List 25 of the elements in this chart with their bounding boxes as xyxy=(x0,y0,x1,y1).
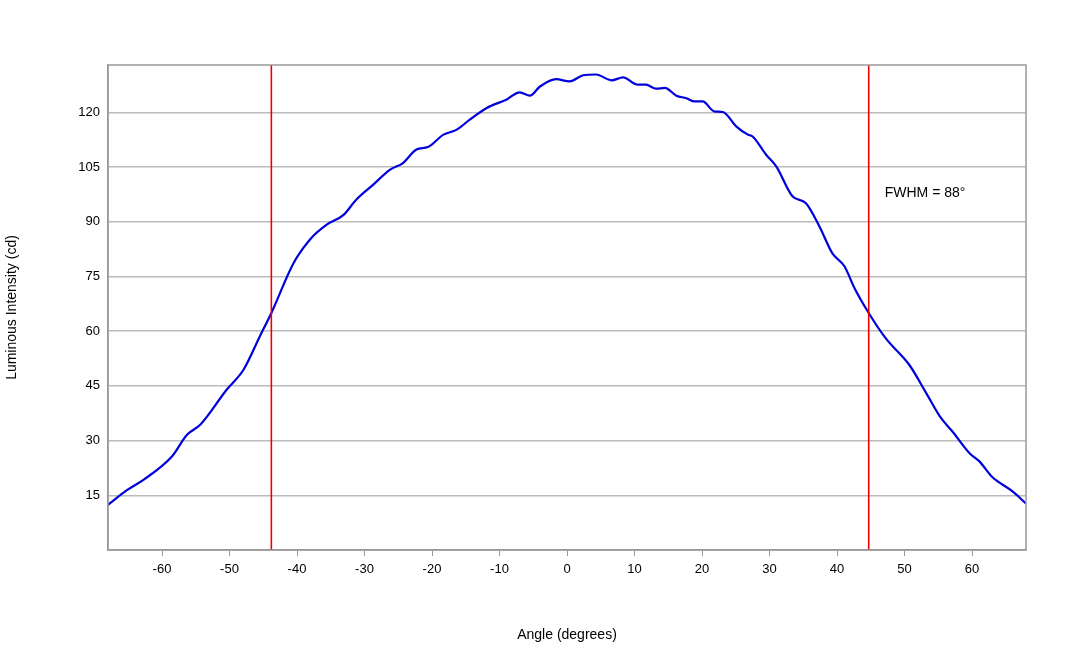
y-tick-label: 15 xyxy=(85,486,100,502)
x-tick-label: 10 xyxy=(627,561,642,577)
x-tick-label: 50 xyxy=(897,561,912,577)
y-axis-title: Luminous Intensity (cd) xyxy=(3,235,20,380)
x-tick-label: -10 xyxy=(490,561,509,577)
x-tick-label: -20 xyxy=(422,561,442,577)
y-tick-label: 75 xyxy=(85,268,100,284)
x-tick-label: 20 xyxy=(694,561,710,577)
annotation: FWHM = 88° xyxy=(884,183,966,200)
x-tick-label: 0 xyxy=(563,561,571,577)
x-tick-label: 40 xyxy=(829,561,845,577)
x-tick-label: -50 xyxy=(220,561,239,577)
x-tick-label: -40 xyxy=(287,561,307,577)
y-tick-label: 90 xyxy=(85,213,100,229)
y-tick-label: 105 xyxy=(78,158,100,174)
x-tick-label: -60 xyxy=(152,561,172,577)
y-tick-label: 60 xyxy=(85,322,100,338)
y-tick-label: 30 xyxy=(85,432,100,448)
x-tick-label: 60 xyxy=(964,561,980,577)
x-tick-label: 30 xyxy=(762,561,777,577)
x-tick-label: -30 xyxy=(355,561,374,577)
y-tick-label: 120 xyxy=(78,103,100,119)
line-series xyxy=(108,73,1026,506)
y-tick-label: 45 xyxy=(85,377,100,393)
x-axis-title: Angle (degrees) xyxy=(517,626,617,643)
